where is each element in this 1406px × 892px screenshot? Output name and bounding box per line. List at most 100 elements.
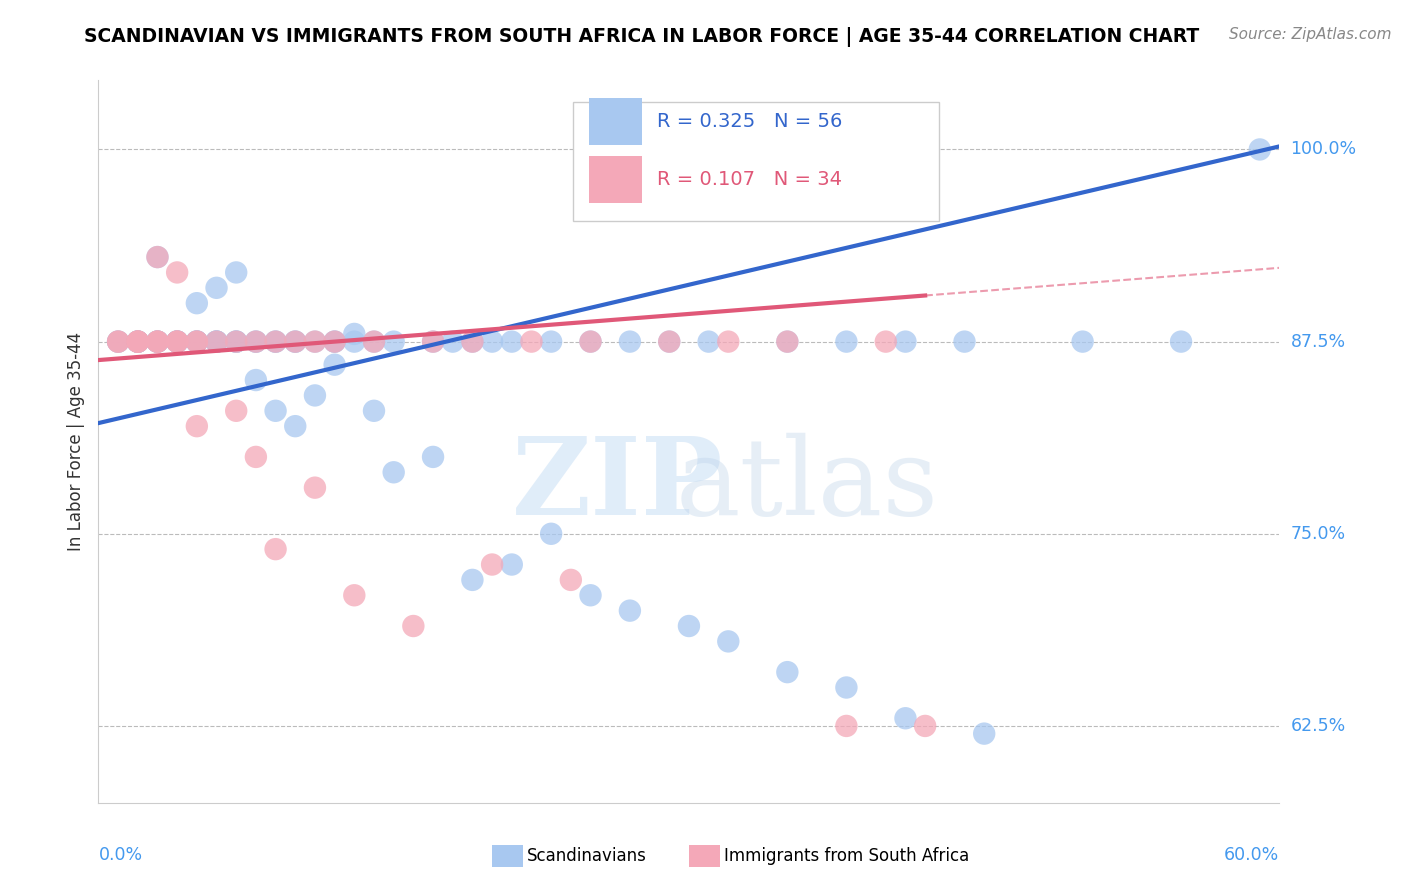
Point — [166, 334, 188, 349]
Point — [166, 334, 188, 349]
Point — [225, 404, 247, 418]
Point — [304, 388, 326, 402]
Point — [225, 334, 247, 349]
Point — [166, 334, 188, 349]
Text: 100.0%: 100.0% — [1291, 140, 1357, 159]
Point — [579, 334, 602, 349]
Point — [363, 334, 385, 349]
Text: Scandinavians: Scandinavians — [527, 847, 647, 865]
Point — [264, 334, 287, 349]
Point — [264, 334, 287, 349]
Point — [323, 334, 346, 349]
Point — [422, 334, 444, 349]
Point — [127, 334, 149, 349]
Point — [146, 334, 169, 349]
Point — [127, 334, 149, 349]
Text: R = 0.107   N = 34: R = 0.107 N = 34 — [657, 169, 842, 189]
Point — [422, 334, 444, 349]
Point — [205, 334, 228, 349]
Text: Immigrants from South Africa: Immigrants from South Africa — [724, 847, 969, 865]
Point — [304, 334, 326, 349]
Point — [382, 465, 405, 479]
Point — [481, 334, 503, 349]
Point — [127, 334, 149, 349]
Point — [422, 450, 444, 464]
Point — [146, 250, 169, 264]
Point — [127, 334, 149, 349]
Point — [146, 334, 169, 349]
Point — [264, 542, 287, 557]
FancyBboxPatch shape — [589, 98, 641, 145]
Point — [245, 373, 267, 387]
Point — [186, 334, 208, 349]
Point — [107, 334, 129, 349]
Point — [776, 665, 799, 680]
Point — [127, 334, 149, 349]
Point — [284, 334, 307, 349]
Point — [304, 481, 326, 495]
Point — [323, 358, 346, 372]
Point — [205, 334, 228, 349]
Point — [678, 619, 700, 633]
Point — [225, 334, 247, 349]
Point — [304, 334, 326, 349]
Point — [205, 334, 228, 349]
Point — [225, 334, 247, 349]
Point — [835, 334, 858, 349]
Point — [560, 573, 582, 587]
Point — [186, 334, 208, 349]
Point — [205, 281, 228, 295]
Point — [166, 334, 188, 349]
Point — [579, 588, 602, 602]
Point — [284, 334, 307, 349]
Text: Source: ZipAtlas.com: Source: ZipAtlas.com — [1229, 27, 1392, 42]
Point — [953, 334, 976, 349]
Text: 75.0%: 75.0% — [1291, 524, 1346, 542]
Point — [363, 404, 385, 418]
Point — [343, 326, 366, 341]
Point — [1170, 334, 1192, 349]
Point — [146, 334, 169, 349]
Point — [1249, 143, 1271, 157]
Point — [146, 334, 169, 349]
Text: 87.5%: 87.5% — [1291, 333, 1346, 351]
Point — [658, 334, 681, 349]
Point — [619, 334, 641, 349]
Point — [264, 334, 287, 349]
Point — [835, 681, 858, 695]
Point — [146, 334, 169, 349]
Point — [186, 334, 208, 349]
Point — [501, 334, 523, 349]
Point — [146, 334, 169, 349]
Text: 62.5%: 62.5% — [1291, 717, 1346, 735]
Point — [205, 334, 228, 349]
Point — [835, 719, 858, 733]
Point — [776, 334, 799, 349]
Point — [501, 558, 523, 572]
Point — [540, 334, 562, 349]
FancyBboxPatch shape — [574, 102, 939, 221]
Point — [225, 334, 247, 349]
Point — [973, 726, 995, 740]
Text: 60.0%: 60.0% — [1225, 847, 1279, 864]
Point — [186, 334, 208, 349]
Point — [166, 265, 188, 279]
Point — [127, 334, 149, 349]
Text: SCANDINAVIAN VS IMMIGRANTS FROM SOUTH AFRICA IN LABOR FORCE | AGE 35-44 CORRELAT: SCANDINAVIAN VS IMMIGRANTS FROM SOUTH AF… — [84, 27, 1199, 46]
Y-axis label: In Labor Force | Age 35-44: In Labor Force | Age 35-44 — [66, 332, 84, 551]
Point — [441, 334, 464, 349]
Point — [717, 634, 740, 648]
Point — [166, 334, 188, 349]
Point — [245, 334, 267, 349]
Point — [717, 334, 740, 349]
Point — [894, 711, 917, 725]
Point — [127, 334, 149, 349]
Point — [461, 573, 484, 587]
Point — [264, 404, 287, 418]
Point — [382, 334, 405, 349]
Point — [166, 334, 188, 349]
Point — [481, 558, 503, 572]
Point — [914, 719, 936, 733]
Point — [284, 334, 307, 349]
Point — [186, 296, 208, 310]
